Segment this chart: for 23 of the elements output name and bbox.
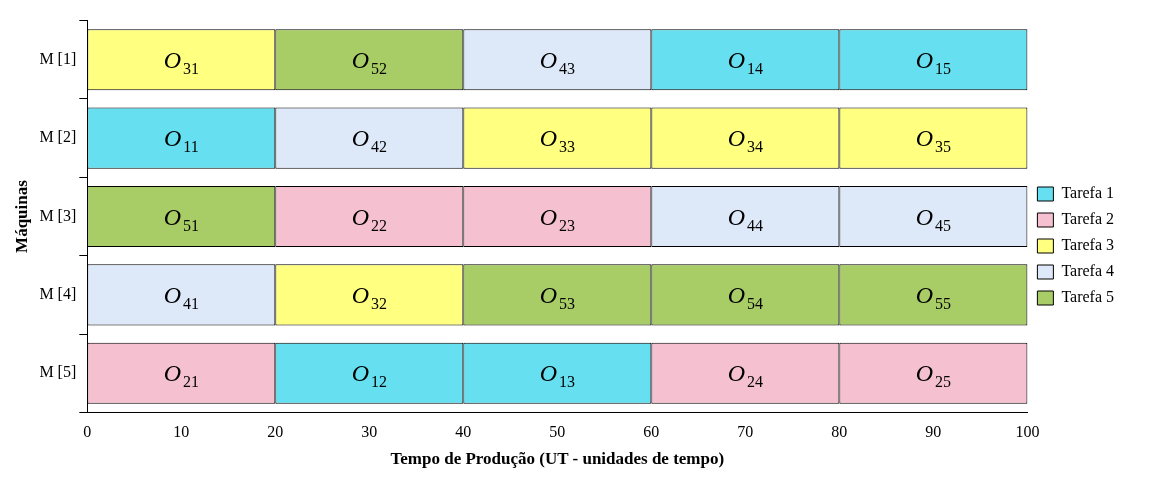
x-tick-label: 70	[737, 423, 754, 441]
x-tick-label: 90	[925, 423, 942, 441]
x-axis-title: Tempo de Produção (UT - unidades de tempo)	[390, 449, 725, 469]
y-tick-label: M [5]	[39, 363, 77, 381]
y-tick-label: M [1]	[39, 49, 77, 67]
y-tick-label: M [3]	[39, 206, 77, 224]
legend-label: Tarefa 1	[1061, 184, 1115, 202]
y-tick-label: M [4]	[39, 285, 77, 303]
x-tick-label: 0	[83, 423, 92, 441]
x-tick-label: 30	[361, 423, 378, 441]
legend-label: Tarefa 2	[1061, 210, 1115, 228]
x-tick-label: 80	[831, 423, 848, 441]
x-tick-label: 100	[1015, 423, 1040, 441]
y-tick-label: M [2]	[39, 128, 77, 146]
x-tick-label: 10	[173, 423, 190, 441]
x-tick-label: 60	[643, 423, 660, 441]
x-tick-label: 20	[267, 423, 284, 441]
legend-label: Tarefa 4	[1061, 262, 1115, 280]
x-tick-label: 40	[455, 423, 472, 441]
y-axis-title: Máquinas	[11, 179, 31, 253]
x-tick-label: 50	[549, 423, 566, 441]
legend-label: Tarefa 5	[1061, 288, 1115, 306]
legend-label: Tarefa 3	[1061, 236, 1115, 254]
